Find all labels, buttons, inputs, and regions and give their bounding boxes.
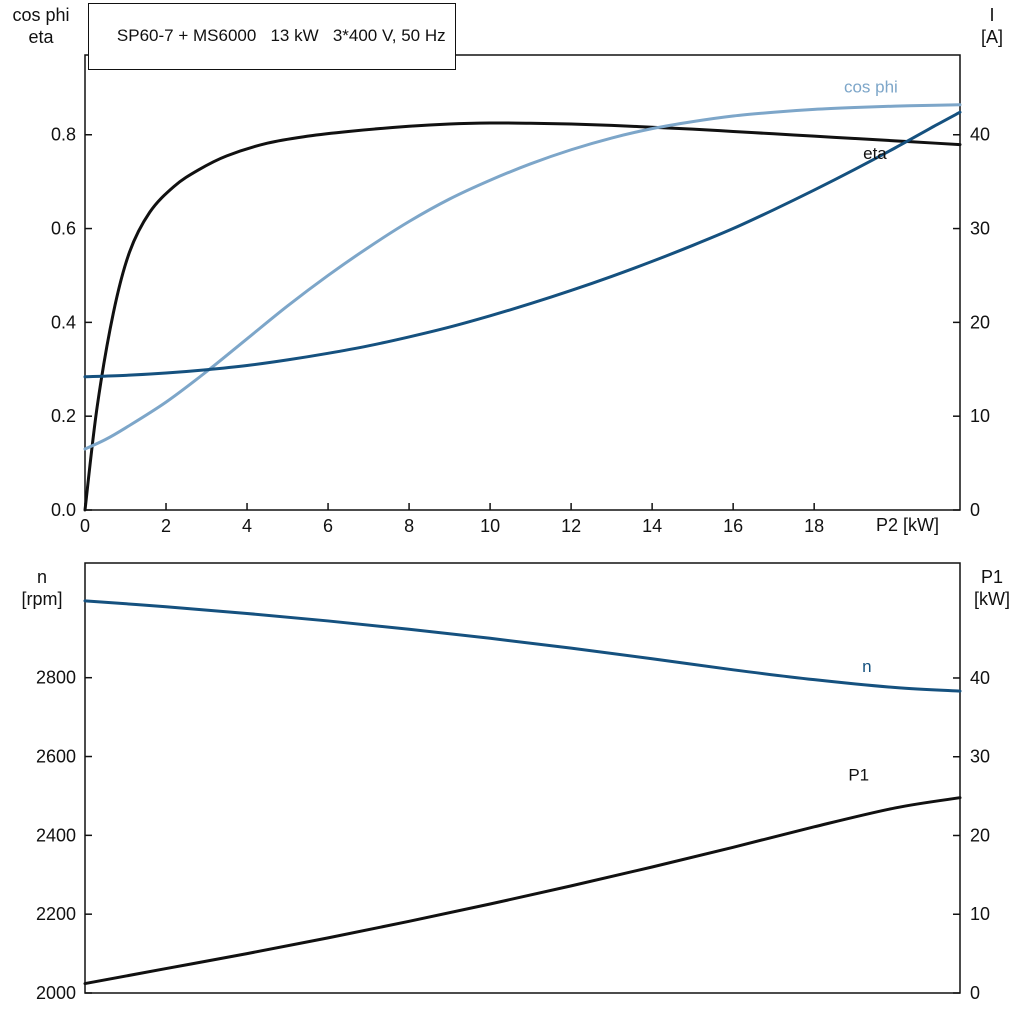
left-axis-tick-label: 2200: [36, 904, 76, 924]
x-axis-tick-label: 14: [642, 516, 662, 536]
chart-title-box: SP60-7 + MS6000 13 kW 3*400 V, 50 Hz: [88, 3, 456, 70]
top-chart-left-axis-title: cos phi eta: [0, 4, 82, 48]
chart-plot-1: 2000 2200 2400 2600 2800 0 10 20 30 40 n P1: [36, 562, 990, 1003]
x-axis-tick-label: 8: [404, 516, 414, 536]
x-axis-tick-label: 4: [242, 516, 252, 536]
series-curve-I: [83, 110, 962, 379]
left-axis-tick-label: 2000: [36, 983, 76, 1003]
chart-title: SP60-7 + MS6000 13 kW 3*400 V, 50 Hz: [116, 26, 446, 45]
series-label-P1: P1: [848, 765, 869, 784]
left-axis-tick-label: 0.6: [51, 219, 76, 239]
bottom-chart-left-axis-title: n [rpm]: [0, 566, 84, 610]
x-axis-tick-label: 10: [480, 516, 500, 536]
series-label-cos-phi: cos phi: [844, 78, 898, 97]
axis-label-cos-phi: cos phi: [12, 5, 70, 25]
chart-plot-0: 0.0 0.2 0.4 0.6 0.8 0 10 20 30 40 0 2 4 6 8 10 12 14 16 18 e…: [51, 54, 990, 536]
series-group: [83, 103, 962, 512]
axis-label-p1: P1: [980, 567, 1004, 587]
series-curve-n: [83, 599, 962, 693]
x-axis-tick-label: 2: [161, 516, 171, 536]
right-axis-tick-label: 20: [970, 312, 990, 332]
right-axis-tick-label: 40: [970, 125, 990, 145]
axis-label-speed-unit: [rpm]: [21, 589, 63, 609]
right-axis-tick-label: 10: [970, 406, 990, 426]
left-axis-tick-label: 0.2: [51, 406, 76, 426]
x-axis-tick-label: 12: [561, 516, 581, 536]
x-axis-tick-label: 16: [723, 516, 743, 536]
right-axis-tick-label: 10: [970, 904, 990, 924]
left-axis-tick-label: 0.8: [51, 125, 76, 145]
left-axis-tick-label: 0.0: [51, 500, 76, 520]
series-group: [83, 599, 962, 986]
series-curve-cos-phi: [83, 103, 962, 451]
series-curve-eta: [83, 121, 962, 512]
right-axis-tick-label: 30: [970, 219, 990, 239]
axis-label-eta: eta: [28, 27, 54, 47]
axis-label-speed: n: [36, 567, 47, 587]
axis-label-current: I: [989, 5, 995, 25]
left-axis-tick-label: 2600: [36, 747, 76, 767]
left-axis-tick-label: 2800: [36, 668, 76, 688]
left-axis-tick-label: 0.4: [51, 312, 76, 332]
x-axis-tick-label: 6: [323, 516, 333, 536]
right-axis-tick-label: 0: [970, 500, 980, 520]
right-axis-tick-label: 30: [970, 747, 990, 767]
series-curve-P1: [83, 796, 962, 986]
series-label-eta: eta: [863, 144, 887, 163]
right-axis-tick-label: 0: [970, 983, 980, 1003]
left-axis-tick-label: 2400: [36, 825, 76, 845]
right-axis-tick-label: 20: [970, 825, 990, 845]
bottom-chart-right-axis-title: P1 [kW]: [960, 566, 1024, 610]
series-label-n: n: [862, 657, 871, 676]
x-axis-label-p2: P2 [kW]: [876, 515, 940, 535]
x-axis-tick-label: 0: [80, 516, 90, 536]
right-axis-tick-label: 40: [970, 668, 990, 688]
plot-frame: [84, 54, 961, 511]
x-axis-tick-label: 18: [804, 516, 824, 536]
axis-label-current-unit: [A]: [980, 27, 1003, 47]
top-chart-right-axis-title: I [A]: [962, 4, 1022, 48]
plot-frame: [84, 562, 961, 994]
axis-label-p1-unit: [kW]: [974, 589, 1010, 609]
